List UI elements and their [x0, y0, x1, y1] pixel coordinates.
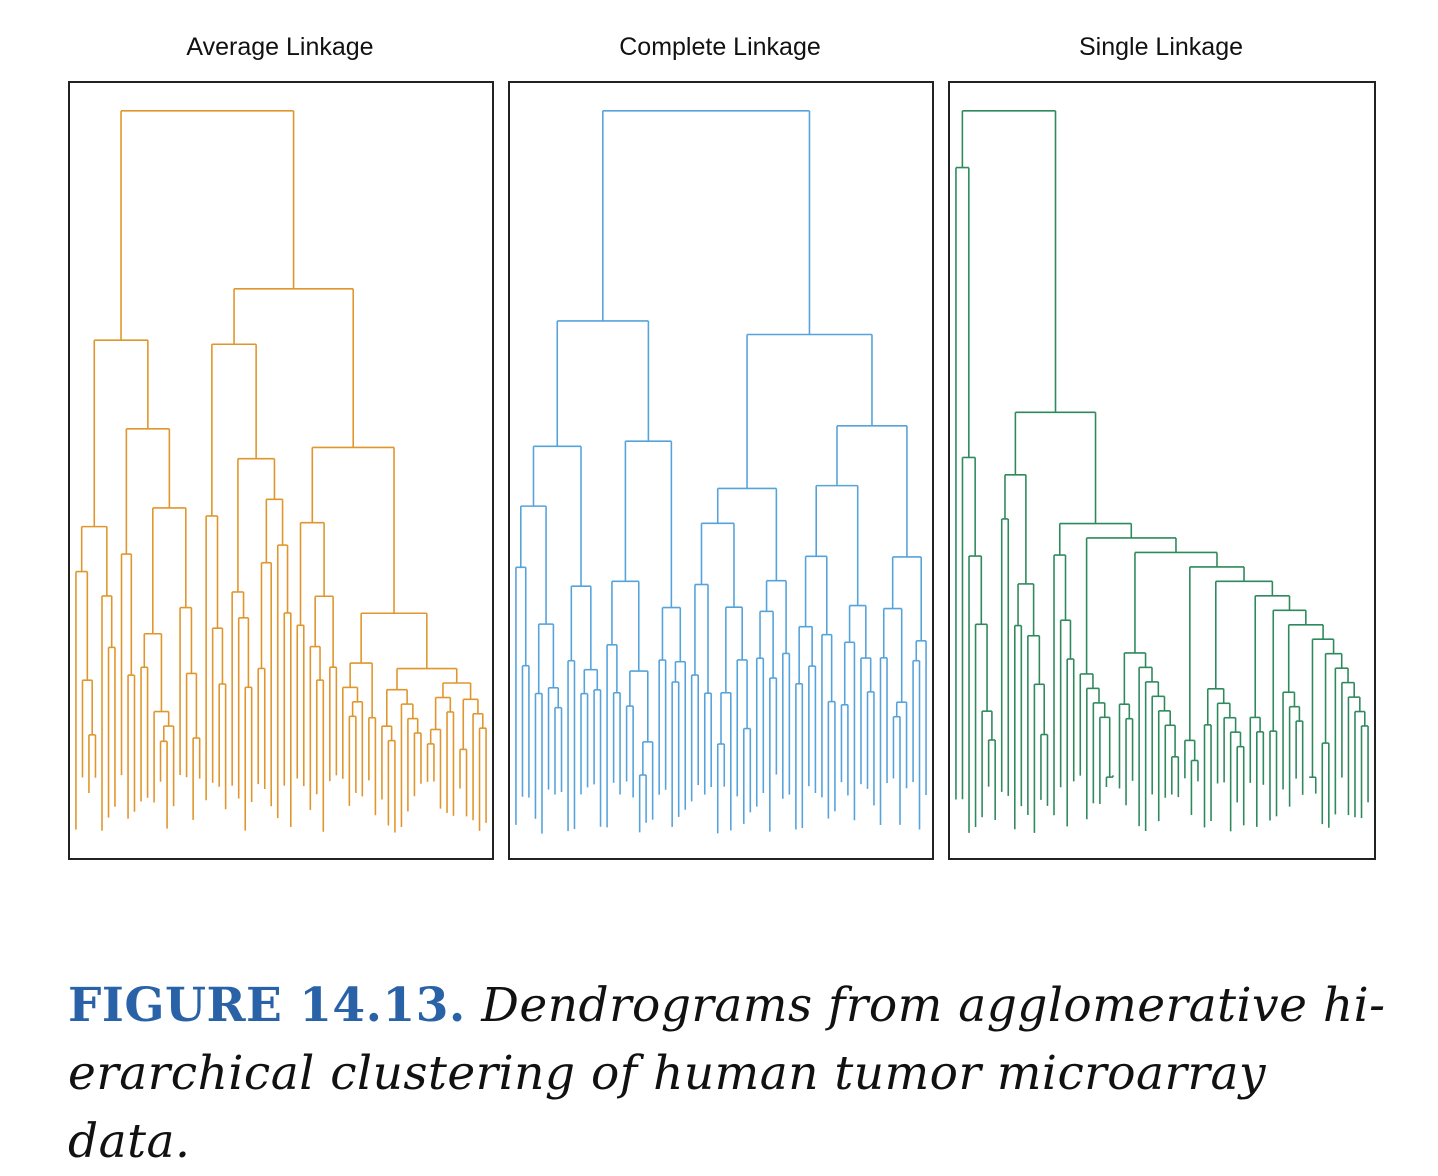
caption-label: FIGURE 14.13.	[68, 978, 466, 1033]
caption-text: Dendrograms from agglomerative hi-erarch…	[68, 978, 1386, 1169]
dendrogram-panel-single	[948, 81, 1376, 860]
dendrogram-average	[75, 110, 487, 833]
panel-title-average: Average Linkage	[186, 33, 374, 61]
dendrogram-single	[955, 110, 1369, 833]
panel-title-single: Single Linkage	[1078, 33, 1243, 61]
dendrogram-panel-average	[68, 81, 494, 860]
figure-caption: FIGURE 14.13. Dendrograms from agglomera…	[68, 972, 1398, 1176]
figure: Average Linkage Complete Linkage Single …	[68, 33, 1376, 860]
dendrogram-complete	[515, 110, 927, 834]
panel-title-complete: Complete Linkage	[619, 33, 821, 61]
dendrogram-panel-complete	[508, 81, 934, 860]
